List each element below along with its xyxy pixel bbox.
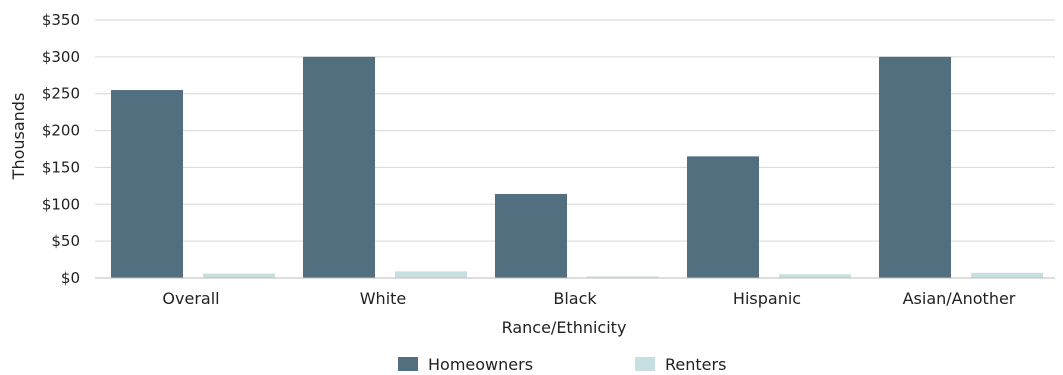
y-tick-label: $50 (51, 232, 80, 250)
x-category-label: Overall (162, 289, 219, 308)
y-tick-label: $250 (42, 85, 80, 103)
y-tick-label: $300 (42, 48, 80, 66)
legend: Homeowners Renters (398, 355, 726, 374)
bar-renters-overall (203, 273, 275, 278)
bar-homeowners-hispanic (687, 156, 759, 278)
y-axis-ticks: $0 $50 $100 $150 $200 $250 $300 $350 (42, 11, 80, 287)
bar-homeowners-overall (111, 90, 183, 279)
bar-homeowners-black (495, 193, 567, 278)
x-category-label: White (360, 289, 407, 308)
y-tick-label: $100 (42, 195, 80, 213)
bar-homeowners-asian-another (879, 56, 951, 278)
legend-swatch (398, 357, 418, 371)
y-axis-title: Thousands (9, 93, 28, 181)
legend-swatch (635, 357, 655, 371)
x-axis-categories: Overall White Black Hispanic Asian/Another (162, 289, 1015, 308)
bar-renters-asian-another (971, 272, 1043, 278)
gridlines (95, 19, 1055, 242)
legend-label: Homeowners (428, 355, 533, 374)
y-tick-label: $150 (42, 158, 80, 176)
y-tick-label: $350 (42, 11, 80, 29)
x-axis-title: Rance/Ethnicity (502, 318, 627, 337)
x-category-label: Black (553, 289, 597, 308)
x-category-label: Hispanic (733, 289, 801, 308)
x-category-label: Asian/Another (903, 289, 1016, 308)
bar-renters-black (587, 276, 659, 278)
bar-renters-hispanic (779, 274, 851, 278)
bar-homeowners-white (303, 56, 375, 278)
y-tick-label: $0 (61, 269, 80, 287)
legend-label: Renters (665, 355, 726, 374)
bars (111, 56, 1043, 279)
y-tick-label: $200 (42, 122, 80, 140)
bar-renters-white (395, 271, 467, 278)
